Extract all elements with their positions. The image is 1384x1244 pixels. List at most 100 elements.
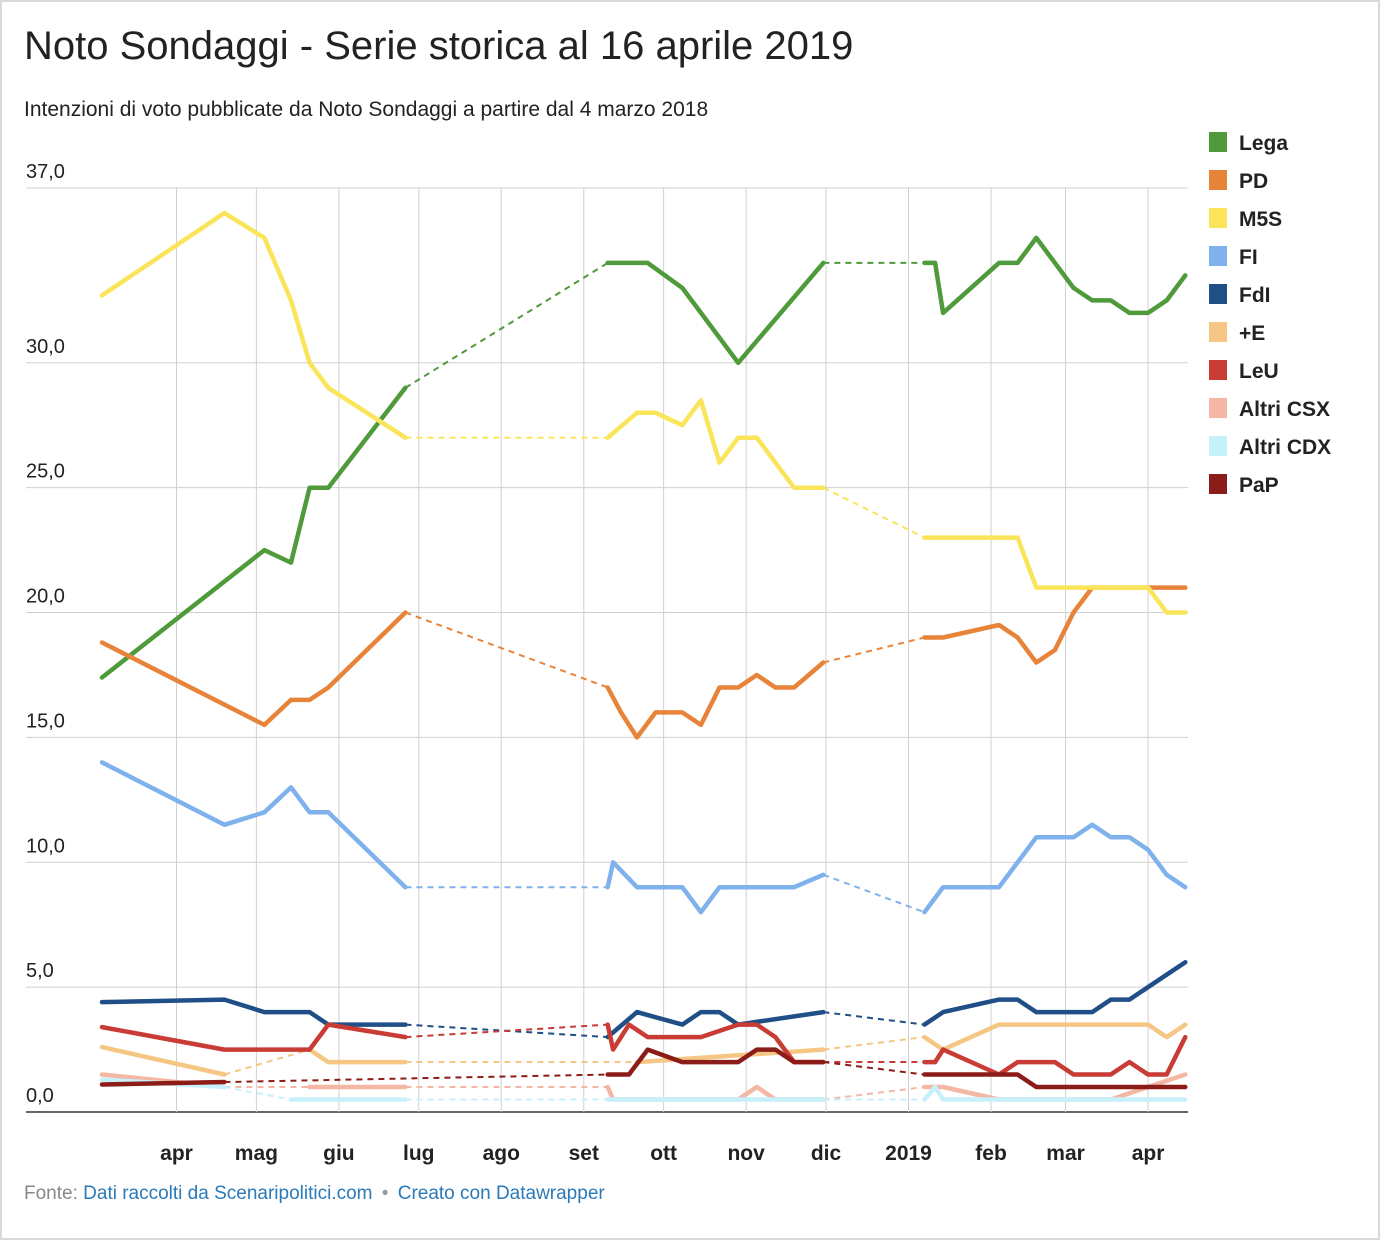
legend-label: FI <box>1239 246 1258 269</box>
series-line <box>99 1079 227 1087</box>
series-line <box>605 1022 826 1065</box>
legend-swatch <box>1209 284 1227 304</box>
legend-label: Lega <box>1239 132 1288 155</box>
series-line <box>605 860 826 915</box>
x-tick-label: 2019 <box>885 1142 932 1165</box>
series-line <box>922 585 1188 665</box>
x-tick-label: lug <box>403 1142 435 1165</box>
series-line <box>922 959 1188 1027</box>
series-line <box>99 210 408 440</box>
footer-separator: • <box>381 1183 389 1204</box>
series-e <box>99 1022 1188 1077</box>
series-line <box>99 1044 227 1077</box>
y-tick-label: 5,0 <box>26 960 54 982</box>
x-axis: apr mag giu lug ago set ott nov dic 2019 feb mar apr <box>160 1142 1164 1165</box>
legend-item-m5s: M5S <box>1209 208 1282 231</box>
series-line <box>922 1072 1188 1090</box>
legend-label: PaP <box>1239 474 1279 497</box>
x-tick-label: apr <box>1132 1142 1165 1165</box>
series-line <box>99 1022 408 1052</box>
gap-connector <box>405 1023 608 1039</box>
legend-item-altri-csx: Altri CSX <box>1209 398 1330 421</box>
legend-swatch <box>1209 360 1227 380</box>
gap-connector <box>405 611 609 689</box>
series-line <box>922 822 1188 915</box>
gap-connector <box>823 1036 925 1051</box>
legend-label: FdI <box>1239 284 1271 307</box>
x-tick-label: nov <box>727 1142 765 1165</box>
gap-connector <box>823 636 925 664</box>
x-tick-label: dic <box>811 1142 842 1165</box>
legend-swatch <box>1209 398 1227 418</box>
y-tick-label: 20,0 <box>26 586 65 608</box>
x-tick-label: ott <box>650 1142 677 1165</box>
x-tick-label: ago <box>483 1142 520 1165</box>
legend-swatch <box>1209 246 1227 266</box>
y-axis: 0,0 5,0 10,0 15,0 20,0 25,0 30,0 37,0 <box>26 161 65 1107</box>
legend-item-lega: Lega <box>1209 132 1288 155</box>
legend-label: LeU <box>1239 360 1279 383</box>
legend-label: M5S <box>1239 208 1282 231</box>
legend-label: Altri CSX <box>1239 398 1330 421</box>
series-line <box>307 1047 408 1065</box>
gap-connector <box>823 1011 925 1026</box>
x-tick-label: set <box>569 1142 599 1165</box>
series-line <box>605 260 826 366</box>
gap-connector <box>823 1086 925 1101</box>
x-tick-label: apr <box>160 1142 193 1165</box>
series-line <box>922 1034 1188 1077</box>
gap-connector <box>224 1048 310 1076</box>
series-line <box>99 997 408 1027</box>
legend-label: Altri CDX <box>1239 436 1331 459</box>
y-tick-label: 25,0 <box>26 461 65 483</box>
x-tick-label: mar <box>1046 1142 1085 1165</box>
chart-title: Noto Sondaggi - Serie storica al 16 apri… <box>24 24 854 68</box>
legend-swatch <box>1209 170 1227 190</box>
legend-item-fi: FI <box>1209 246 1258 269</box>
legend-item-pap: PaP <box>1209 474 1279 497</box>
gap-connector <box>224 1073 608 1084</box>
series-line <box>922 1022 1188 1052</box>
source-link[interactable]: Dati raccolti da Scenaripolitici.com <box>83 1183 373 1204</box>
legend-item-leu: LeU <box>1209 360 1279 383</box>
series-line <box>922 535 1188 615</box>
x-tick-label: feb <box>975 1142 1007 1165</box>
series-line <box>634 1047 826 1065</box>
series-line <box>99 610 408 728</box>
series-line <box>605 1047 826 1077</box>
legend-swatch <box>1209 208 1227 228</box>
series-altri-cdx <box>99 1077 1188 1102</box>
series-line <box>605 398 826 490</box>
datawrapper-link[interactable]: Creato con Datawrapper <box>397 1183 605 1204</box>
y-tick-label: 30,0 <box>26 336 65 358</box>
grid <box>26 187 1188 1113</box>
series-line <box>922 235 1188 316</box>
series-lega <box>99 235 1188 680</box>
series-line <box>99 760 408 890</box>
series-line <box>605 660 826 740</box>
series-m5s <box>99 210 1188 615</box>
gap-connector <box>823 1061 925 1076</box>
series-pap <box>99 1047 1188 1090</box>
footer: Fonte: Dati raccolti da Scenaripolitici.… <box>24 1183 605 1205</box>
y-tick-label: 37,0 <box>26 161 65 183</box>
legend-label: PD <box>1239 170 1268 193</box>
series-fi <box>99 760 1188 915</box>
y-tick-label: 0,0 <box>26 1085 54 1107</box>
legend-item-e: +E <box>1209 322 1265 345</box>
series-pd <box>99 585 1188 740</box>
legend-item-altri-cdx: Altri CDX <box>1209 436 1331 459</box>
gap-connector <box>224 1086 292 1101</box>
legend-swatch <box>1209 132 1227 152</box>
legend: Lega PD M5S FI FdI +E LeU Altri CSX Altri CDX PaP <box>1209 132 1331 497</box>
gap-connector <box>822 873 925 914</box>
y-tick-label: 10,0 <box>26 835 65 857</box>
legend-swatch <box>1209 322 1227 342</box>
legend-item-pd: PD <box>1209 170 1268 193</box>
series-line <box>99 385 408 680</box>
gap-connector <box>822 486 925 539</box>
legend-item-fdi: FdI <box>1209 284 1271 307</box>
gap-connector <box>404 262 609 389</box>
